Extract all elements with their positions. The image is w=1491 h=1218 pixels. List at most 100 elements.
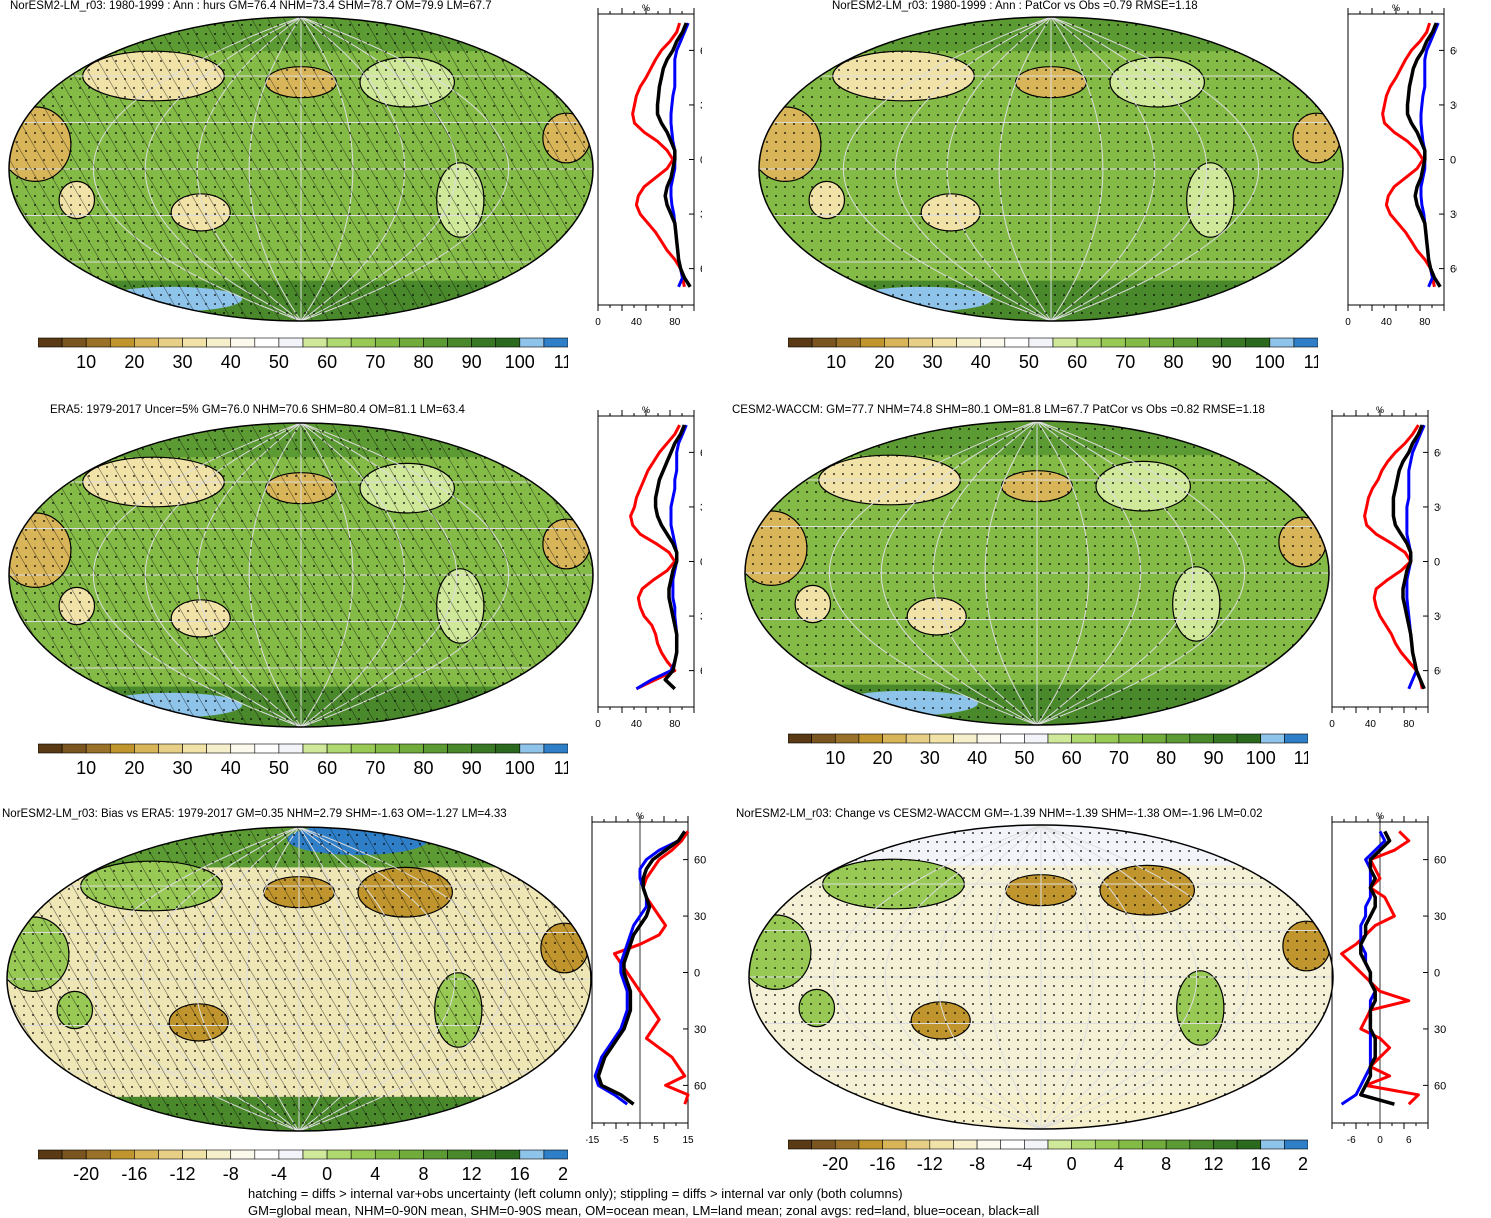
map-outline bbox=[6, 826, 592, 1132]
colorbar-swatch bbox=[85, 1149, 111, 1160]
panel-2-colorbar: 10 20 30 40 50 60 70 80 90 100 110 bbox=[788, 337, 1318, 372]
colorbar-swatch bbox=[1100, 337, 1126, 348]
colorbar-swatch bbox=[134, 337, 159, 348]
colorbar-swatch bbox=[158, 1149, 183, 1160]
colorbar-swatch bbox=[423, 337, 448, 348]
zonal-lat-label: 60N bbox=[1434, 447, 1441, 459]
zonal-x-label: 80 bbox=[669, 719, 681, 730]
colorbar-label: 80 bbox=[1163, 352, 1183, 372]
colorbar-swatch bbox=[374, 337, 400, 348]
colorbar-swatch bbox=[61, 1149, 87, 1160]
colorbar-label: 90 bbox=[462, 352, 482, 372]
panel-5-title: NorESM2-LM_r03: Bias vs ERA5: 1979-2017 … bbox=[2, 808, 507, 820]
zonal-lat-label: 60N bbox=[694, 855, 706, 867]
zonal-lat-label: 30S bbox=[700, 611, 702, 623]
colorbar-swatch bbox=[1094, 733, 1120, 744]
panel-2-zonal-plot: %60N30N030S60S04080 bbox=[1345, 3, 1457, 328]
colorbar-swatch bbox=[976, 1139, 1002, 1150]
panel-6-map bbox=[748, 824, 1334, 1130]
colorbar-swatch bbox=[1024, 1139, 1049, 1150]
colorbar-swatch bbox=[1173, 337, 1198, 348]
colorbar-swatch bbox=[61, 337, 87, 348]
zonal-land-line bbox=[1340, 830, 1420, 1106]
colorbar-label: 10 bbox=[76, 758, 96, 778]
colorbar-swatch bbox=[158, 337, 183, 348]
colorbar-swatch bbox=[278, 1149, 304, 1160]
panel-4-title: CESM2-WACCM: GM=77.7 NHM=74.8 SHM=80.1 O… bbox=[732, 404, 1265, 416]
colorbar-label: 110 bbox=[1304, 352, 1318, 372]
zonal-all-line bbox=[653, 424, 687, 691]
colorbar-label: 12 bbox=[1203, 1154, 1223, 1174]
colorbar-swatch bbox=[956, 337, 982, 348]
colorbar-swatch bbox=[1071, 1139, 1096, 1150]
zonal-all-line bbox=[1359, 830, 1395, 1106]
colorbar-label: 70 bbox=[1109, 748, 1129, 768]
zonal-ocean-line bbox=[593, 830, 687, 1106]
zonal-lat-label: 60S bbox=[1450, 264, 1457, 276]
colorbar-swatch bbox=[884, 337, 909, 348]
colorbar-swatch bbox=[1189, 733, 1214, 744]
colorbar-swatch bbox=[1260, 1139, 1285, 1150]
colorbar-swatch bbox=[350, 337, 376, 348]
colorbar-label: 60 bbox=[317, 758, 337, 778]
zonal-x-label: 40 bbox=[631, 317, 643, 328]
colorbar-swatch bbox=[134, 1149, 159, 1160]
footer-line-1: hatching = diffs > internal var+obs unce… bbox=[248, 1186, 903, 1201]
zonal-lat-label: 30N bbox=[1434, 502, 1441, 514]
panel-3-map bbox=[8, 422, 594, 728]
colorbar-label: 50 bbox=[269, 758, 289, 778]
colorbar-swatch bbox=[788, 1139, 812, 1150]
colorbar-label: 30 bbox=[173, 758, 193, 778]
stippling bbox=[749, 825, 1333, 1129]
zonal-lat-label: 60N bbox=[1434, 855, 1446, 867]
panel-2-map bbox=[758, 16, 1344, 322]
colorbar-swatch bbox=[543, 337, 568, 348]
colorbar-swatch bbox=[85, 337, 111, 348]
zonal-lat-label: 0 bbox=[694, 968, 700, 980]
colorbar-swatch bbox=[447, 743, 472, 754]
colorbar-swatch bbox=[835, 337, 861, 348]
colorbar-label: 20 bbox=[558, 1164, 568, 1184]
colorbar-swatch bbox=[1124, 337, 1150, 348]
zonal-all-line bbox=[1391, 424, 1426, 690]
colorbar-swatch bbox=[182, 337, 207, 348]
colorbar-swatch bbox=[254, 743, 280, 754]
colorbar-swatch bbox=[858, 733, 883, 744]
colorbar-swatch bbox=[109, 743, 135, 754]
colorbar-swatch bbox=[374, 1149, 400, 1160]
zonal-land-line bbox=[631, 22, 686, 288]
zonal-x-label: 80 bbox=[669, 317, 681, 328]
colorbar-label: 100 bbox=[505, 758, 535, 778]
colorbar-label: 20 bbox=[1298, 1154, 1308, 1174]
zonal-x-label: -6 bbox=[1347, 1135, 1356, 1146]
colorbar-swatch bbox=[1076, 337, 1102, 348]
zonal-land-line bbox=[629, 424, 681, 691]
colorbar-swatch bbox=[85, 743, 111, 754]
colorbar-swatch bbox=[38, 337, 63, 348]
zonal-x-label: -15 bbox=[586, 1135, 600, 1146]
colorbar-swatch bbox=[976, 733, 1002, 744]
zonal-all-line bbox=[655, 22, 692, 288]
colorbar-swatch bbox=[953, 1139, 978, 1150]
zonal-lat-label: 60N bbox=[700, 447, 702, 459]
colorbar-swatch bbox=[1118, 1139, 1143, 1150]
map-outline bbox=[744, 420, 1330, 726]
zonal-lat-label: 60S bbox=[700, 666, 702, 678]
colorbar-label: -12 bbox=[170, 1164, 196, 1184]
colorbar-swatch bbox=[206, 1149, 232, 1160]
colorbar-label: 110 bbox=[554, 352, 568, 372]
colorbar-swatch bbox=[1236, 733, 1262, 744]
colorbar-swatch bbox=[543, 1149, 568, 1160]
colorbar-label: 40 bbox=[221, 352, 241, 372]
colorbar-label: 16 bbox=[1251, 1154, 1271, 1174]
zonal-lat-label: 60S bbox=[1434, 666, 1441, 678]
zonal-lat-label: 30S bbox=[694, 1024, 706, 1036]
stippling bbox=[759, 17, 1343, 321]
zonal-lat-label: 0 bbox=[1434, 557, 1440, 569]
colorbar-swatch bbox=[1197, 337, 1222, 348]
colorbar-swatch bbox=[858, 1139, 883, 1150]
zonal-lat-label: 0 bbox=[700, 155, 702, 167]
colorbar-swatch bbox=[1189, 1139, 1214, 1150]
colorbar-swatch bbox=[1094, 1139, 1120, 1150]
